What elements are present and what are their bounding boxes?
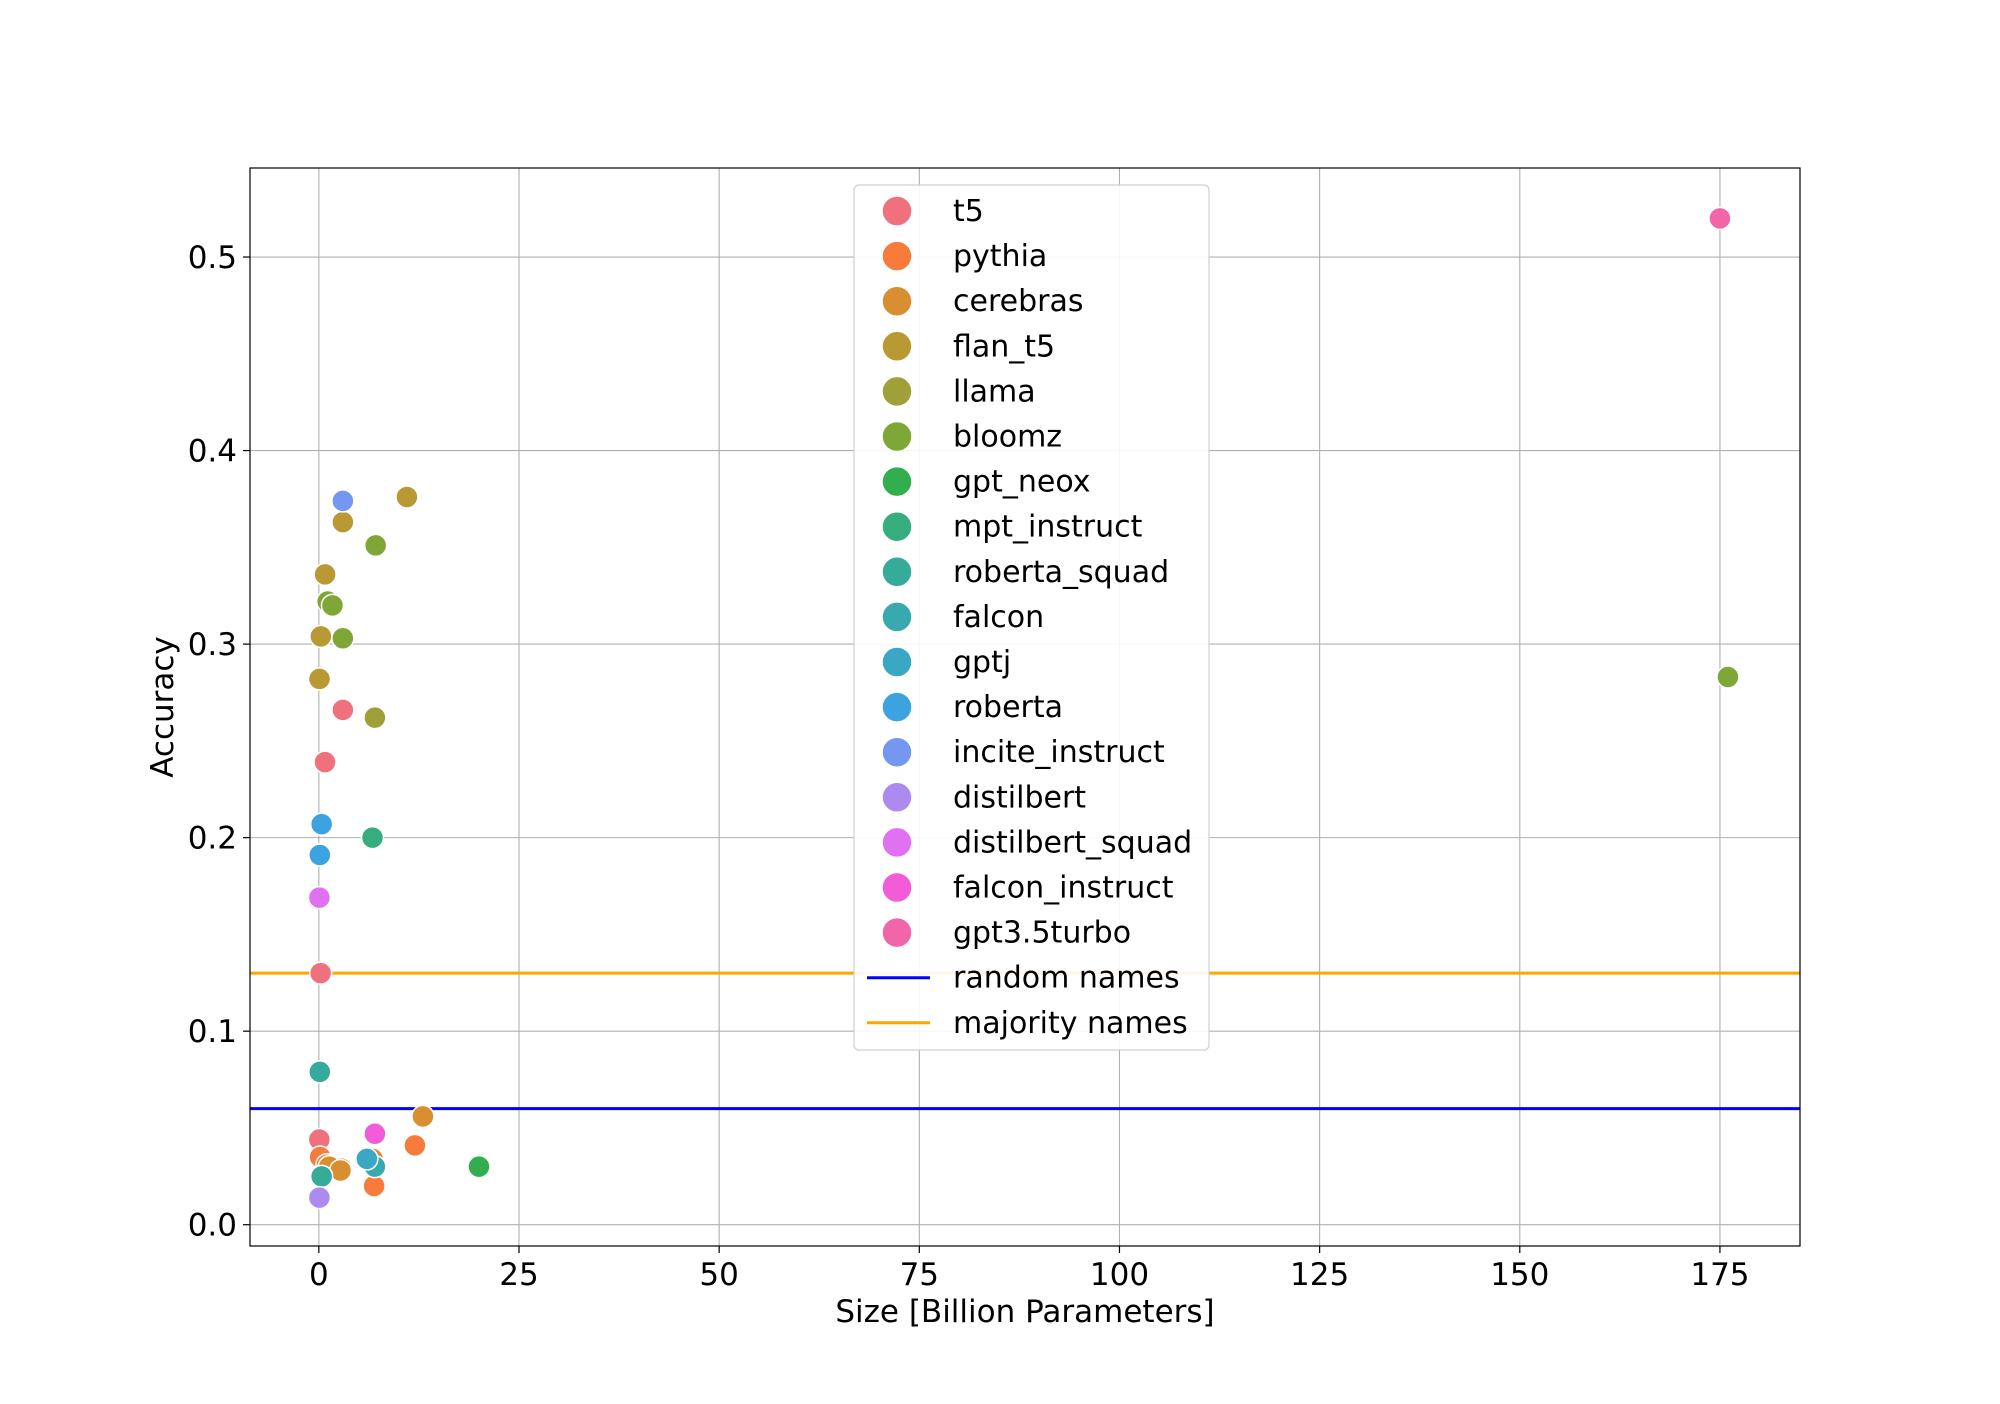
x-tick-label: 50 (699, 1257, 738, 1293)
legend-label: distilbert_squad (953, 825, 1192, 860)
x-tick-label: 0 (309, 1257, 329, 1293)
data-point-roberta-squad (308, 1060, 332, 1084)
data-point-roberta (308, 843, 332, 867)
data-point-flan-t5 (395, 485, 419, 509)
legend-label: llama (953, 374, 1036, 409)
data-point-gpt3-5turbo (1708, 206, 1732, 231)
legend-label: roberta (953, 690, 1063, 725)
data-point-roberta (309, 812, 334, 836)
data-point-gptj (355, 1147, 379, 1171)
legend-marker (881, 826, 913, 859)
data-point-distilbert-squad (307, 885, 332, 910)
data-point-roberta-squad (309, 1164, 334, 1189)
x-tick-label: 25 (499, 1257, 538, 1293)
legend-label: falcon_instruct (953, 871, 1174, 906)
legend-label: cerebras (953, 284, 1083, 319)
x-axis-label: Size [Billion Parameters] (835, 1294, 1214, 1330)
data-point-flan-t5 (331, 510, 355, 534)
legend-label: bloomz (953, 420, 1062, 455)
legend-label: flan_t5 (953, 329, 1055, 364)
data-point-flan-t5 (309, 624, 333, 649)
data-point-bloomz (331, 626, 355, 651)
data-point-t5 (308, 961, 333, 985)
y-tick-label: 0.1 (188, 1014, 237, 1050)
data-point-mpt-instruct (360, 825, 385, 850)
legend-label: distilbert (953, 780, 1086, 815)
data-point-gpt-neox (467, 1154, 491, 1179)
legend-label: falcon (953, 600, 1044, 635)
legend-marker (881, 916, 913, 949)
y-tick-label: 0.0 (188, 1208, 237, 1244)
legend-label: random names (953, 961, 1180, 996)
x-tick-label: 150 (1490, 1257, 1549, 1293)
plot-frame (249, 167, 1801, 1247)
data-point-flan-t5 (307, 667, 332, 691)
data-point-distilbert (307, 1185, 332, 1210)
legend-label: incite_instruct (953, 735, 1165, 770)
legend-label: pythia (953, 239, 1047, 274)
data-point-flan-t5 (313, 562, 337, 587)
legend-marker (881, 375, 913, 408)
x-tick-label: 175 (1690, 1257, 1749, 1293)
legend-label: roberta_squad (953, 555, 1169, 590)
legend-marker (881, 601, 913, 633)
legend-marker (881, 330, 913, 363)
data-point-falcon-instruct (363, 1121, 387, 1146)
legend-label: majority names (953, 1006, 1188, 1041)
data-points-layer (307, 206, 1740, 1210)
data-point-llama (363, 705, 387, 730)
data-point-t5 (313, 750, 337, 774)
y-tick-label: 0.4 (188, 434, 237, 470)
y-tick-label: 0.3 (188, 627, 237, 663)
data-point-pythia (403, 1133, 427, 1158)
data-point-bloomz (320, 593, 345, 618)
legend-label: gpt3.5turbo (953, 916, 1131, 951)
legend-marker (881, 556, 913, 588)
ticks-layer: 0 25 50 75 100 125 150 175 0.0 0.1 0.2 0.3 0.4 0.5 (188, 240, 1750, 1293)
legend-marker (881, 465, 913, 498)
legend-label: gpt_neox (953, 465, 1091, 500)
legend-marker (881, 691, 913, 723)
y-tick-label: 0.5 (188, 240, 237, 276)
legend-marker (881, 510, 913, 543)
legend-label: gptj (953, 645, 1011, 680)
legend-marker (881, 871, 913, 904)
data-point-bloomz (363, 533, 388, 558)
legend-marker (881, 240, 913, 272)
x-tick-label: 100 (1090, 1257, 1149, 1293)
legend-box (853, 184, 1210, 1051)
data-point-cerebras (411, 1104, 435, 1129)
legend-marker (881, 420, 913, 453)
data-point-incite-instruct (331, 489, 355, 513)
y-tick-label: 0.2 (188, 821, 237, 857)
x-tick-label: 125 (1290, 1257, 1349, 1293)
legend-label: t5 (953, 194, 984, 229)
legend-marker (881, 736, 913, 768)
y-axis-label: Accuracy (145, 636, 181, 778)
legend-marker (881, 285, 913, 317)
x-tick-label: 75 (900, 1257, 939, 1293)
legend-marker (881, 646, 913, 678)
legend-marker (881, 195, 913, 227)
data-point-bloomz (1716, 665, 1740, 689)
data-point-t5 (331, 698, 355, 722)
legend-label: mpt_instruct (953, 510, 1143, 545)
legend-marker (881, 781, 913, 814)
